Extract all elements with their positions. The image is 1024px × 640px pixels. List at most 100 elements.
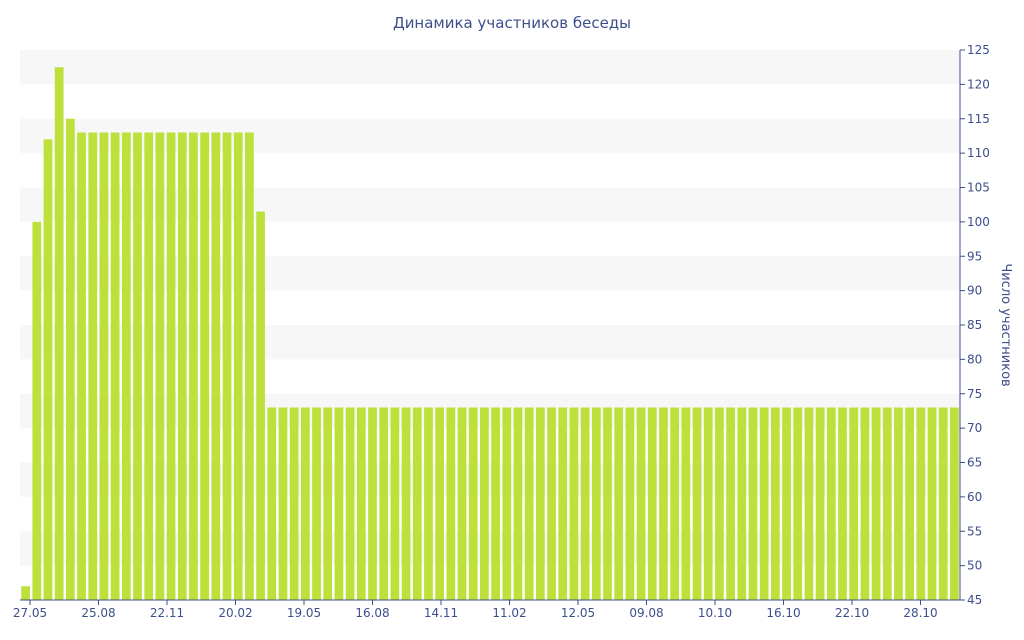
y-tick-label: 50 <box>967 559 982 573</box>
bar[interactable] <box>356 407 366 601</box>
bar[interactable] <box>412 407 422 601</box>
bar[interactable] <box>535 407 545 601</box>
y-tick-label: 110 <box>967 146 990 160</box>
bar[interactable] <box>468 407 478 601</box>
bar[interactable] <box>950 407 959 601</box>
bar[interactable] <box>155 132 165 601</box>
bar[interactable] <box>189 132 198 601</box>
bar[interactable] <box>513 407 523 601</box>
bar[interactable] <box>480 407 489 601</box>
bar[interactable] <box>849 407 859 601</box>
bar[interactable] <box>782 407 791 601</box>
bar[interactable] <box>289 407 299 601</box>
bar[interactable] <box>54 67 64 600</box>
bar[interactable] <box>379 407 389 601</box>
bar[interactable] <box>88 132 98 601</box>
bar[interactable] <box>21 586 30 600</box>
bar[interactable] <box>32 221 42 601</box>
bar[interactable] <box>793 407 803 601</box>
y-tick-label: 120 <box>967 77 990 91</box>
y-tick-label: 105 <box>967 181 990 195</box>
bar[interactable] <box>110 132 120 601</box>
bar[interactable] <box>659 407 668 601</box>
bar[interactable] <box>177 132 187 601</box>
bar[interactable] <box>681 407 691 601</box>
bar[interactable] <box>446 407 456 601</box>
y-tick-label: 75 <box>967 387 982 401</box>
bar[interactable] <box>524 407 534 601</box>
bar[interactable] <box>838 407 847 601</box>
bar[interactable] <box>636 407 646 601</box>
bar[interactable] <box>457 407 467 601</box>
bar[interactable] <box>815 407 825 601</box>
bar[interactable] <box>267 407 277 601</box>
bar[interactable] <box>133 132 142 601</box>
bar[interactable] <box>278 407 288 601</box>
bar[interactable] <box>144 132 154 601</box>
bar[interactable] <box>211 132 221 601</box>
bar[interactable] <box>770 407 780 601</box>
bar[interactable] <box>300 407 310 601</box>
bar[interactable] <box>77 132 86 601</box>
bar[interactable] <box>200 132 210 601</box>
bar[interactable] <box>826 407 836 601</box>
bar[interactable] <box>491 407 500 601</box>
bar[interactable] <box>121 132 131 601</box>
bar[interactable] <box>938 407 948 601</box>
bar[interactable] <box>670 407 680 601</box>
grid-band <box>20 118 960 154</box>
x-tick-label: 16.10 <box>766 606 800 620</box>
x-tick-label: 25.08 <box>81 606 115 620</box>
bar[interactable] <box>625 407 635 601</box>
bar[interactable] <box>502 407 512 601</box>
bar[interactable] <box>435 407 445 601</box>
bar[interactable] <box>748 407 758 601</box>
bar[interactable] <box>927 407 937 601</box>
bar[interactable] <box>591 407 601 601</box>
bar[interactable] <box>424 407 433 601</box>
bar[interactable] <box>860 407 870 601</box>
bar[interactable] <box>692 407 702 601</box>
bar[interactable] <box>871 407 881 601</box>
bar[interactable] <box>222 132 232 601</box>
bar[interactable] <box>401 407 411 601</box>
bar[interactable] <box>804 407 814 601</box>
bar[interactable] <box>558 407 568 601</box>
grid-band <box>20 50 960 85</box>
bar[interactable] <box>647 407 657 601</box>
bar[interactable] <box>603 407 612 601</box>
bar[interactable] <box>726 407 735 601</box>
bar[interactable] <box>233 132 243 601</box>
x-tick-label: 11.02 <box>492 606 526 620</box>
x-tick-label: 20.02 <box>218 606 252 620</box>
y-tick-label: 45 <box>967 593 982 607</box>
bar[interactable] <box>715 407 724 601</box>
bar[interactable] <box>759 407 769 601</box>
bar[interactable] <box>916 407 926 601</box>
bar[interactable] <box>703 407 713 601</box>
bar[interactable] <box>99 132 109 601</box>
bar[interactable] <box>569 407 579 601</box>
bar[interactable] <box>312 407 321 601</box>
bar[interactable] <box>323 407 333 601</box>
bar[interactable] <box>65 118 75 600</box>
bar[interactable] <box>166 132 176 601</box>
bar[interactable] <box>368 407 377 601</box>
bar[interactable] <box>256 211 265 600</box>
x-tick-label: 14.11 <box>424 606 458 620</box>
bar[interactable] <box>882 407 892 601</box>
bar[interactable] <box>580 407 590 601</box>
bar[interactable] <box>43 139 53 601</box>
bar[interactable] <box>614 407 624 601</box>
bar[interactable] <box>905 407 915 601</box>
bar[interactable] <box>737 407 747 601</box>
bar[interactable] <box>334 407 344 601</box>
x-tick-label: 10.10 <box>698 606 732 620</box>
y-axis-label: Число участников <box>998 263 1013 386</box>
bar[interactable] <box>390 407 400 601</box>
x-tick-label: 12.05 <box>561 606 595 620</box>
bar[interactable] <box>547 407 556 601</box>
bar[interactable] <box>894 407 903 601</box>
bar[interactable] <box>345 407 355 601</box>
bar[interactable] <box>245 132 254 601</box>
